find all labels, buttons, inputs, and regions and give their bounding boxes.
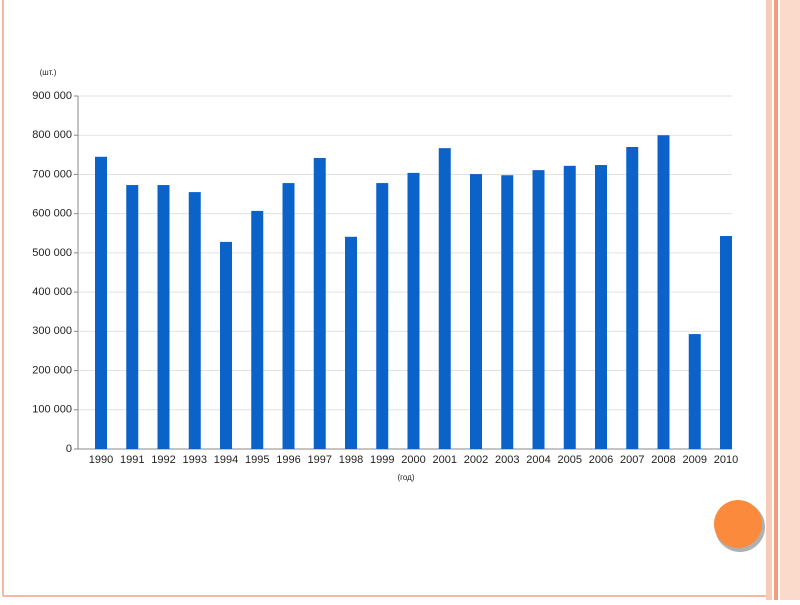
decor-circle	[714, 500, 762, 548]
x-tick-label: 2003	[495, 454, 519, 466]
x-tick-label: 1990	[89, 454, 113, 466]
bar	[720, 236, 732, 449]
x-tick-label: 1992	[151, 454, 175, 466]
bar	[688, 334, 701, 449]
x-tick-label: 2000	[401, 454, 425, 466]
x-tick-label: 2008	[651, 454, 675, 466]
y-tick-label: 0	[66, 443, 72, 455]
bar	[313, 157, 326, 449]
bar	[470, 174, 482, 449]
x-tick-label: 2004	[526, 454, 550, 466]
x-tick-label: 2010	[714, 454, 738, 466]
x-tick-label: 2009	[683, 454, 707, 466]
y-tick-label: 200 000	[32, 364, 72, 376]
x-tick-label: 1999	[370, 454, 394, 466]
bar	[438, 148, 451, 449]
x-tick-label: 1991	[120, 454, 144, 466]
x-tick-label: 2007	[620, 454, 644, 466]
bar	[251, 210, 264, 449]
y-tick-label: 100 000	[32, 404, 72, 416]
bar	[126, 185, 139, 450]
decor-stripe	[766, 0, 772, 600]
bar	[220, 241, 232, 449]
bar	[563, 165, 576, 449]
bar	[345, 236, 357, 449]
y-tick-label: 600 000	[32, 208, 72, 220]
bar	[282, 183, 295, 449]
x-axis-label: (год)	[397, 473, 414, 482]
x-tick-label: 1998	[339, 454, 363, 466]
y-tick-label: 700 000	[32, 168, 72, 180]
bar	[376, 183, 389, 449]
y-tick-label: 400 000	[32, 286, 72, 298]
x-tick-label: 1994	[214, 454, 238, 466]
x-tick-label: 1995	[245, 454, 269, 466]
decor-stripe	[774, 0, 778, 600]
bar	[657, 135, 670, 449]
y-tick-label: 300 000	[32, 325, 72, 337]
x-tick-label: 2006	[589, 454, 613, 466]
bar	[501, 175, 514, 449]
bar	[188, 192, 201, 449]
y-tick-label: 800 000	[32, 129, 72, 141]
x-tick-label: 2001	[433, 454, 457, 466]
decor-stripe	[780, 0, 800, 600]
x-tick-label: 1996	[276, 454, 300, 466]
x-tick-label: 2002	[464, 454, 488, 466]
y-tick-label: 500 000	[32, 247, 72, 259]
x-tick-label: 1997	[308, 454, 332, 466]
bar	[157, 185, 170, 450]
y-tick-label: 900 000	[32, 90, 72, 102]
x-tick-label: 2005	[558, 454, 582, 466]
bar	[595, 165, 607, 449]
bar	[407, 172, 420, 449]
bar	[95, 156, 107, 450]
x-tick-label: 1993	[183, 454, 207, 466]
bar	[532, 170, 545, 449]
y-unit-label: (шт.)	[40, 68, 57, 77]
bar	[626, 146, 639, 449]
